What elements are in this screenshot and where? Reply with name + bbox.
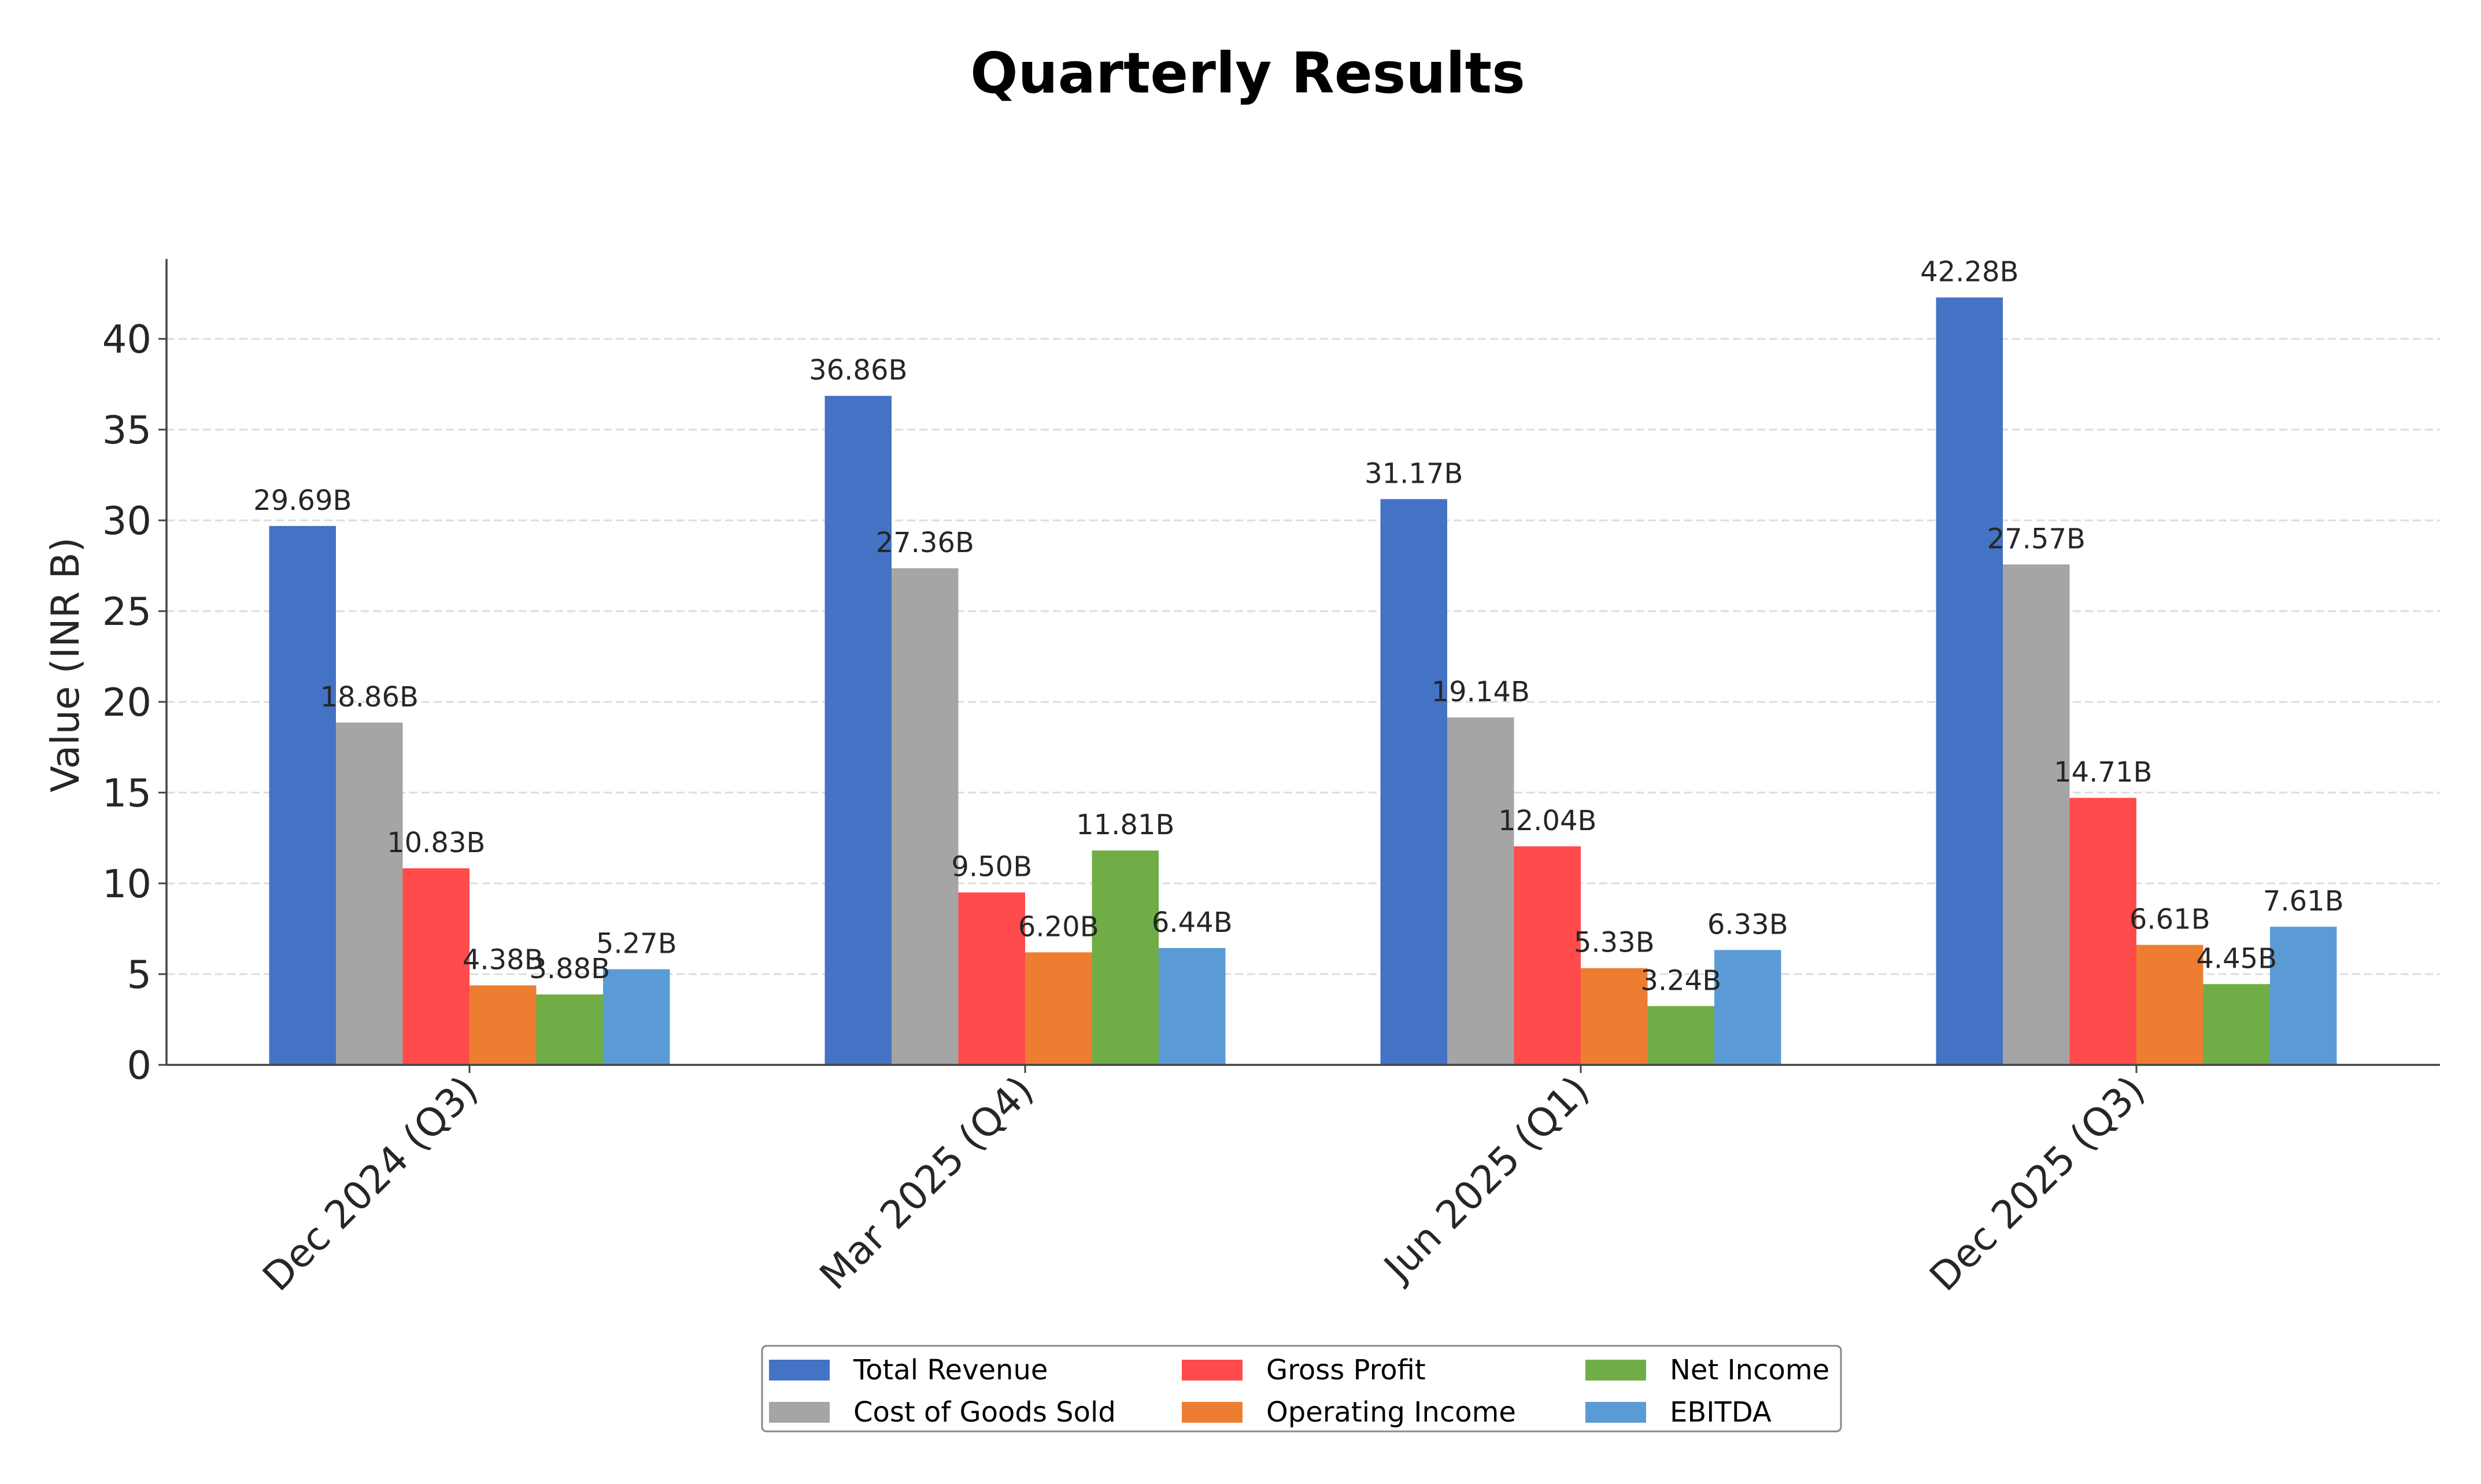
bar (469, 985, 537, 1065)
bar (1380, 499, 1447, 1065)
legend-item[interactable]: Total Revenue (769, 1354, 1048, 1386)
bar-label: 29.69B (253, 484, 352, 517)
bar-label: 3.24B (1640, 964, 1721, 997)
bar (336, 722, 403, 1065)
x-tick-label: Dec 2024 (Q3) (254, 1067, 486, 1300)
bar-label: 14.71B (2054, 756, 2152, 789)
legend-item[interactable]: Gross Profit (1182, 1354, 1426, 1386)
bar-label: 9.50B (951, 851, 1032, 883)
y-tick-label: 40 (102, 317, 151, 362)
bar (1647, 1006, 1714, 1065)
legend-label: Cost of Goods Sold (853, 1396, 1116, 1429)
x-tick-label: Mar 2025 (Q4) (811, 1067, 1042, 1298)
bar-label: 36.86B (809, 354, 907, 387)
bar (536, 994, 603, 1065)
bar (1581, 968, 1648, 1065)
bar (1936, 297, 2003, 1065)
bar (1514, 846, 1581, 1065)
y-tick-label: 35 (102, 408, 151, 453)
legend-swatch (1182, 1402, 1243, 1423)
bar-label: 7.61B (2263, 885, 2344, 917)
bar-label: 6.61B (2129, 903, 2210, 935)
y-tick-label: 10 (102, 861, 151, 906)
legend-label: Net Income (1670, 1354, 1829, 1386)
bar (2270, 927, 2337, 1065)
bar (1092, 850, 1159, 1065)
bar-label: 5.33B (1574, 927, 1655, 959)
bar-label: 42.28B (1920, 256, 2018, 288)
y-axis-label: Value (INR B) (43, 537, 88, 792)
legend-item[interactable]: Operating Income (1182, 1396, 1516, 1429)
bar-label: 6.44B (1152, 906, 1233, 939)
bars (269, 297, 2337, 1065)
y-tick-label: 0 (127, 1043, 151, 1088)
legend-box (761, 1345, 1842, 1433)
bar (269, 525, 336, 1065)
axes (165, 259, 2440, 1066)
grid-lines (167, 338, 2440, 975)
bar-label: 18.86B (320, 681, 419, 713)
bar-labels: 29.69B 36.86B 31.17B 42.28B 18.86B 27.36B 19.1… (253, 256, 2344, 997)
bar (2003, 564, 2070, 1065)
chart-title: Quarterly Results (970, 40, 1525, 106)
bar (1025, 952, 1092, 1065)
bar-label: 12.04B (1498, 805, 1596, 837)
bar (892, 568, 959, 1065)
legend-swatch (1585, 1360, 1646, 1381)
x-ticks: Dec 2024 (Q3) Mar 2025 (Q4) Jun 2025 (Q1) D… (254, 1065, 2153, 1300)
y-ticks: 0 5 10 15 20 25 30 35 40 (102, 317, 167, 1088)
bar-label: 6.20B (1018, 911, 1099, 943)
y-tick-label: 15 (102, 771, 151, 816)
y-tick-label: 5 (127, 952, 151, 997)
y-tick-label: 25 (102, 589, 151, 634)
x-tick-label: Jun 2025 (Q1) (1374, 1067, 1598, 1291)
bar-label: 31.17B (1365, 457, 1463, 490)
bar-label: 4.45B (2196, 942, 2277, 975)
legend-label: Operating Income (1266, 1396, 1516, 1429)
legend-item[interactable]: Net Income (1585, 1354, 1829, 1386)
bar (603, 969, 670, 1065)
bar-label: 19.14B (1432, 676, 1530, 708)
bar-label: 3.88B (529, 953, 610, 985)
bar-label: 11.81B (1076, 809, 1174, 841)
bar (2069, 798, 2136, 1065)
bar-label: 10.83B (387, 827, 485, 859)
bar (1159, 948, 1226, 1065)
bar-label: 4.38B (463, 943, 543, 976)
bar (2203, 984, 2270, 1065)
bar (1447, 717, 1514, 1065)
bar-label: 5.27B (596, 928, 677, 960)
legend-swatch (1585, 1402, 1646, 1423)
bar (824, 395, 892, 1065)
legend-item[interactable]: EBITDA (1585, 1396, 1772, 1429)
y-tick-label: 30 (102, 498, 151, 543)
legend-swatch (769, 1402, 830, 1423)
legend-label: EBITDA (1670, 1396, 1772, 1429)
bar (2136, 945, 2203, 1065)
bar (1714, 950, 1781, 1065)
x-tick-label: Dec 2025 (Q3) (1921, 1067, 2153, 1300)
bar-label: 27.36B (876, 527, 974, 559)
legend-swatch (1182, 1360, 1243, 1381)
legend-label: Gross Profit (1266, 1354, 1426, 1386)
y-tick-label: 20 (102, 680, 151, 725)
bar-label: 6.33B (1707, 908, 1788, 941)
bar (958, 892, 1025, 1065)
legend-label: Total Revenue (853, 1354, 1048, 1386)
legend-item[interactable]: Cost of Goods Sold (769, 1396, 1116, 1429)
legend-swatch (769, 1360, 830, 1381)
legend[interactable]: Total Revenue Cost of Goods Sold Gross Pro… (761, 1345, 1842, 1433)
bar-label: 27.57B (1987, 523, 2086, 555)
bar (402, 868, 469, 1065)
